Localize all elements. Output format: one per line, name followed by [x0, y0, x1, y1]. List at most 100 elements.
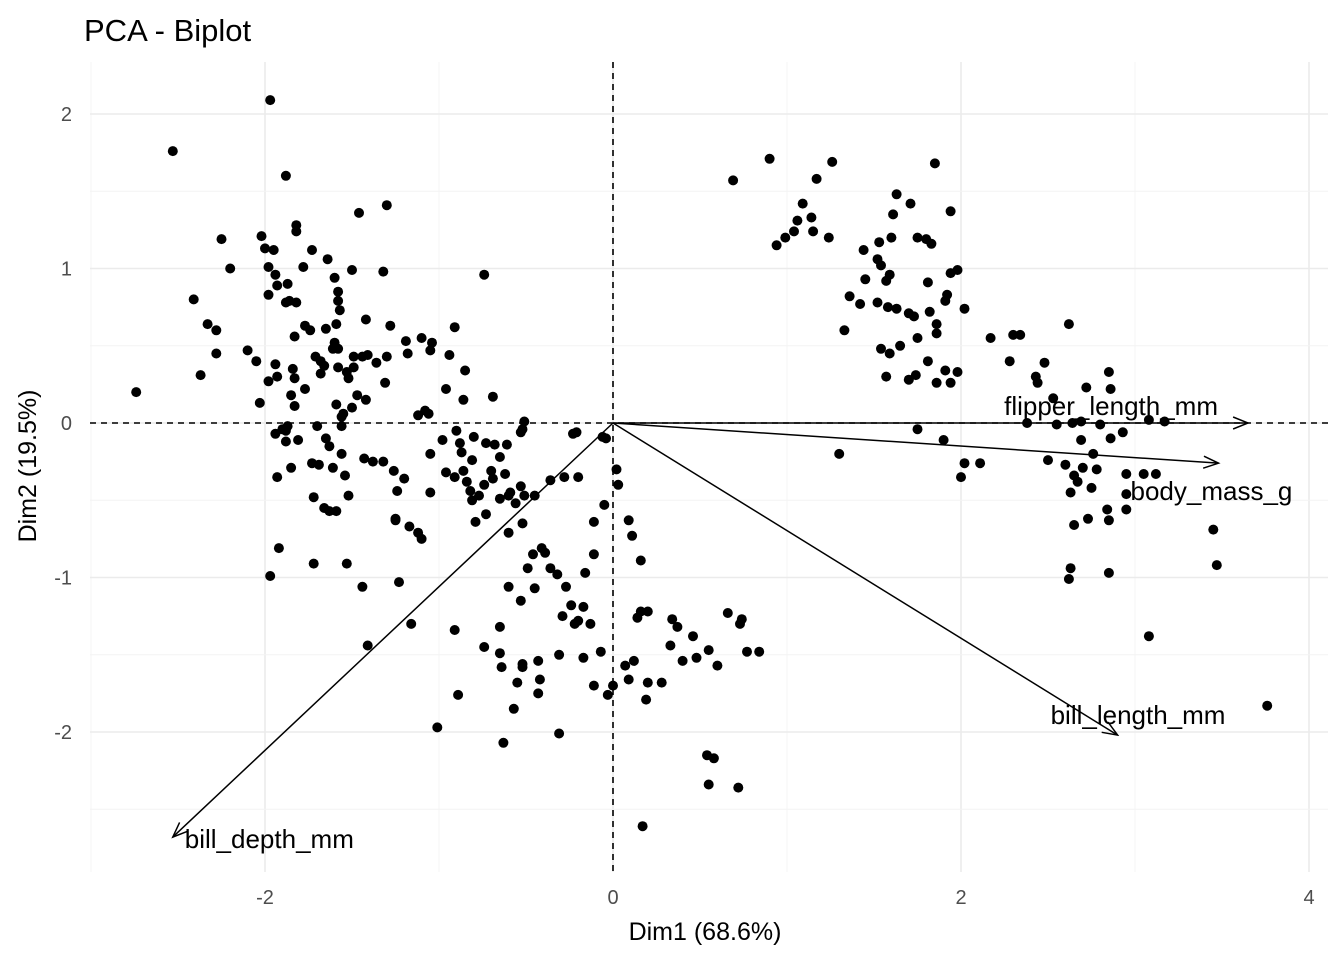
individual-point — [289, 331, 300, 342]
individual-point — [641, 694, 652, 705]
individual-point — [272, 371, 283, 382]
individual-point — [380, 377, 391, 388]
individual-point — [1051, 419, 1062, 430]
individual-point — [1081, 382, 1092, 393]
individual-point — [806, 212, 817, 223]
individual-point — [959, 458, 970, 469]
individual-point — [557, 611, 568, 622]
individual-point — [522, 563, 533, 574]
individual-point — [1072, 476, 1083, 487]
individual-point — [319, 360, 330, 371]
individual-point — [357, 581, 368, 592]
individual-point — [494, 648, 505, 659]
individual-point — [712, 660, 723, 671]
individual-point — [289, 401, 300, 411]
individual-point — [545, 563, 556, 574]
individual-point — [602, 689, 613, 700]
individual-point — [1102, 504, 1113, 515]
individual-point — [844, 291, 855, 302]
individual-point — [1060, 459, 1071, 470]
individual-point — [449, 322, 460, 333]
individual-point — [876, 343, 886, 354]
individual-point — [910, 370, 921, 381]
individual-point — [623, 674, 634, 685]
individual-point — [461, 476, 472, 487]
individual-point — [378, 266, 389, 277]
individual-point — [298, 262, 309, 272]
individual-point — [413, 410, 424, 421]
individual-point — [1032, 377, 1043, 388]
individual-point — [378, 456, 389, 467]
individual-point — [270, 428, 281, 439]
individual-point — [494, 621, 505, 632]
individual-point — [270, 269, 281, 280]
individual-point — [510, 498, 521, 509]
individual-point — [905, 198, 916, 209]
individual-point — [343, 490, 354, 501]
individual-point — [211, 325, 222, 336]
individual-point — [533, 688, 544, 699]
individual-point — [381, 351, 392, 362]
x-tick-label: 0 — [607, 887, 618, 909]
variable-label-body-mass-g: body_mass_g — [1131, 476, 1293, 506]
individual-point — [881, 371, 892, 382]
individual-point — [343, 373, 354, 384]
individual-point — [559, 472, 570, 483]
individual-point — [764, 153, 775, 164]
individual-point — [341, 558, 352, 569]
individual-point — [336, 411, 347, 422]
individual-point — [667, 614, 678, 625]
individual-point — [256, 231, 267, 242]
individual-point — [1086, 482, 1097, 493]
individual-point — [528, 549, 538, 560]
individual-point — [601, 433, 611, 444]
individual-point — [291, 226, 302, 237]
individual-point — [487, 473, 498, 484]
individual-point — [280, 170, 291, 181]
individual-point — [501, 439, 512, 450]
individual-point — [333, 286, 344, 297]
individual-point — [381, 200, 392, 211]
individual-point — [272, 280, 283, 291]
individual-point — [552, 569, 563, 580]
individual-point — [691, 652, 702, 663]
individual-point — [211, 348, 222, 359]
individual-point — [460, 365, 471, 376]
individual-point — [1008, 329, 1019, 340]
individual-point — [308, 558, 319, 569]
grid-lines — [90, 62, 1328, 872]
individual-point — [324, 441, 335, 452]
individual-point — [331, 319, 342, 330]
individual-point — [394, 577, 404, 588]
y-tick-label: -1 — [54, 568, 72, 590]
individual-point — [503, 490, 514, 501]
individual-point — [362, 350, 373, 360]
individual-point — [534, 674, 545, 685]
individual-point — [282, 278, 293, 289]
individual-point — [320, 323, 331, 334]
individual-point — [881, 275, 892, 286]
individual-point — [1117, 427, 1128, 438]
individual-point — [508, 703, 519, 714]
individual-point — [348, 362, 359, 373]
individual-point — [886, 232, 897, 243]
individual-point — [554, 649, 565, 660]
individual-point — [453, 689, 464, 700]
individual-point — [494, 452, 505, 462]
individual-point — [975, 458, 986, 469]
individual-point — [441, 384, 451, 394]
individual-point — [425, 448, 436, 459]
individual-point — [331, 506, 342, 517]
individual-point — [517, 518, 528, 529]
individual-point — [416, 533, 427, 544]
individual-point — [834, 448, 845, 459]
individual-point — [860, 274, 871, 285]
individual-point — [188, 294, 199, 305]
individual-point — [512, 677, 523, 688]
individual-point — [628, 655, 639, 666]
individual-point — [929, 158, 940, 169]
y-tick-label: 2 — [61, 104, 72, 126]
y-axis-title: Dim2 (19.5%) — [14, 390, 42, 543]
individual-point — [515, 595, 526, 606]
individual-point — [922, 356, 933, 367]
